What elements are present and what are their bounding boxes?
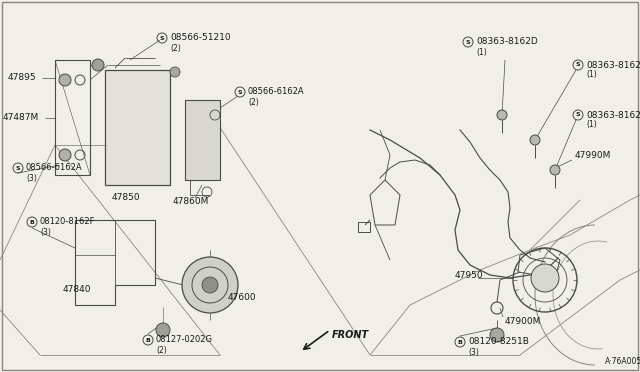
Bar — [358, 222, 370, 232]
Text: 47900M: 47900M — [505, 317, 541, 327]
Text: (1): (1) — [586, 71, 596, 80]
Circle shape — [182, 257, 238, 313]
Circle shape — [531, 264, 559, 292]
Circle shape — [530, 135, 540, 145]
Bar — [105, 70, 170, 185]
Text: B: B — [145, 337, 150, 343]
Circle shape — [59, 149, 71, 161]
Circle shape — [170, 67, 180, 77]
Bar — [185, 100, 220, 180]
Text: S: S — [237, 90, 243, 94]
Text: (2): (2) — [248, 97, 259, 106]
Text: 08363-8162D: 08363-8162D — [586, 110, 640, 119]
Text: 08566-51210: 08566-51210 — [170, 33, 230, 42]
Text: (3): (3) — [26, 173, 37, 183]
Text: (1): (1) — [476, 48, 487, 57]
Text: 47850: 47850 — [112, 193, 141, 202]
Text: 47895: 47895 — [8, 74, 36, 83]
Text: A·76A0054: A·76A0054 — [605, 357, 640, 366]
Text: B: B — [458, 340, 463, 344]
Text: (1): (1) — [586, 121, 596, 129]
Text: 47950: 47950 — [455, 270, 484, 279]
Circle shape — [59, 74, 71, 86]
Text: S: S — [576, 62, 580, 67]
Text: 08120-8251B: 08120-8251B — [468, 337, 529, 346]
Text: 47600: 47600 — [228, 294, 257, 302]
Text: 08127-0202G: 08127-0202G — [156, 336, 213, 344]
Text: S: S — [16, 166, 20, 170]
Text: (2): (2) — [156, 346, 167, 355]
Text: S: S — [160, 35, 164, 41]
Text: 08363-8162D: 08363-8162D — [586, 61, 640, 70]
Circle shape — [92, 59, 104, 71]
Text: 47860M: 47860M — [173, 198, 209, 206]
Circle shape — [550, 165, 560, 175]
Text: 47487M: 47487M — [3, 113, 39, 122]
Text: 47990M: 47990M — [575, 151, 611, 160]
Circle shape — [202, 277, 218, 293]
Text: (3): (3) — [468, 347, 479, 356]
Text: 08566-6162A: 08566-6162A — [248, 87, 305, 96]
Text: 08363-8162D: 08363-8162D — [476, 38, 538, 46]
Circle shape — [156, 323, 170, 337]
Circle shape — [490, 328, 504, 342]
Text: S: S — [466, 39, 470, 45]
Text: FRONT: FRONT — [332, 330, 369, 340]
Text: 08120-8162F: 08120-8162F — [40, 218, 95, 227]
Text: 47840: 47840 — [63, 285, 92, 295]
Text: (3): (3) — [40, 228, 51, 237]
Text: S: S — [576, 112, 580, 118]
Text: 08566-6162A: 08566-6162A — [26, 164, 83, 173]
Text: B: B — [29, 219, 35, 224]
Text: (2): (2) — [170, 44, 180, 52]
Circle shape — [497, 110, 507, 120]
